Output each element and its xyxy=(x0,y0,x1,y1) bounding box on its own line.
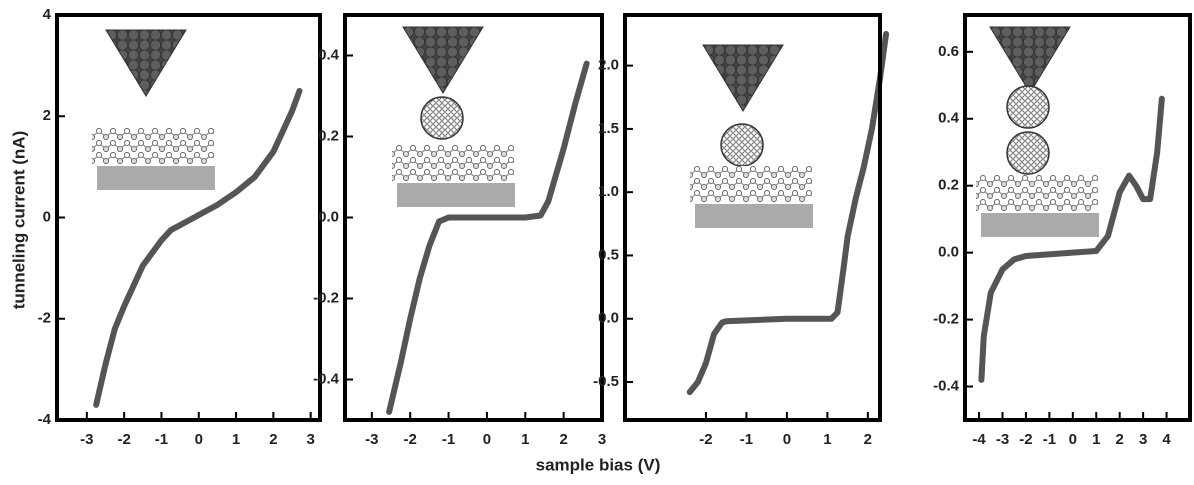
x-tick-label: -3 xyxy=(365,431,378,448)
x-axis-label: sample bias (V) xyxy=(536,455,661,474)
x-tick-label: -2 xyxy=(699,431,712,448)
c60-molecule xyxy=(1006,85,1050,129)
x-tick-label: -1 xyxy=(442,431,455,448)
y-tick-label: -4 xyxy=(38,411,52,428)
panel: 4 2 0 -2 -4 -3 -2 -1 0 1 2 3 xyxy=(38,6,322,448)
x-tick-label: 1 xyxy=(823,431,831,448)
y-tick-label: -0.2 xyxy=(313,289,339,306)
x-tick-label: -2 xyxy=(404,431,417,448)
y-tick-label: 0.5 xyxy=(598,246,619,263)
c60-molecule xyxy=(420,96,464,140)
y-tick-label: 0.0 xyxy=(938,244,959,261)
x-tick-label: -3 xyxy=(80,431,93,448)
x-tick-label: 1 xyxy=(232,431,240,448)
y-tick-label: -0.5 xyxy=(593,373,619,390)
iv-curve xyxy=(386,60,590,415)
y-tick-label: 2.0 xyxy=(598,57,619,74)
y-tick-label: 2 xyxy=(43,107,51,124)
iv-curve xyxy=(93,87,303,408)
stm-tip xyxy=(402,26,484,94)
x-tick-label: 1 xyxy=(521,431,529,448)
c60-molecule xyxy=(1006,131,1050,175)
x-tick-label: 0 xyxy=(1069,431,1077,448)
y-tick-label: 0.2 xyxy=(318,127,339,144)
stm-tip xyxy=(105,29,187,97)
y-tick-label: 0.0 xyxy=(598,310,619,327)
x-tick-label: 3 xyxy=(598,431,606,448)
surface xyxy=(392,145,515,207)
panel: 0.4 0.2 0.0 -0.2 -0.4 -3 -2 -1 0 1 2 3 xyxy=(313,13,606,448)
y-tick-label: 4 xyxy=(43,6,52,23)
x-tick-label: -4 xyxy=(972,431,986,448)
x-tick-label: 0 xyxy=(195,431,203,448)
x-tick-label: 2 xyxy=(864,431,872,448)
x-tick-label: 3 xyxy=(307,431,315,448)
x-tick-label: 0 xyxy=(483,431,491,448)
y-tick-label: -0.4 xyxy=(313,370,340,387)
y-tick-label: 0.6 xyxy=(938,43,959,60)
y-tick-label: -2 xyxy=(38,310,51,327)
x-tick-label: 3 xyxy=(1139,431,1147,448)
plot-frame xyxy=(623,13,882,422)
plot-frame xyxy=(343,13,604,422)
surface xyxy=(976,175,1099,237)
x-tick-label: 4 xyxy=(1162,431,1171,448)
stm-tip xyxy=(989,26,1071,94)
y-tick-label: 0 xyxy=(43,208,51,225)
y-tick-label: 0.2 xyxy=(938,177,959,194)
c60-molecule xyxy=(720,123,764,167)
x-tick-label: -1 xyxy=(740,431,753,448)
plot-frame xyxy=(963,13,1192,422)
y-tick-label: 0.4 xyxy=(938,110,960,127)
surface xyxy=(690,166,813,228)
x-tick-label: 2 xyxy=(1116,431,1124,448)
x-tick-label: -1 xyxy=(1043,431,1056,448)
surface xyxy=(92,128,215,190)
x-tick-label: -2 xyxy=(117,431,130,448)
x-tick-label: 2 xyxy=(269,431,277,448)
x-tick-label: 2 xyxy=(559,431,567,448)
x-tick-label: -3 xyxy=(996,431,1009,448)
plot-frame xyxy=(55,13,322,422)
y-tick-label: -0.4 xyxy=(933,377,960,394)
y-tick-label: -0.2 xyxy=(933,311,959,328)
iv-curve xyxy=(978,95,1165,383)
panel: 0.6 0.4 0.2 0.0 -0.2 -0.4 -4 -3 -2 -1 0 1 2 3 4 xyxy=(933,13,1192,448)
y-tick-label: 0.4 xyxy=(318,46,340,63)
x-tick-label: 0 xyxy=(783,431,791,448)
y-tick-label: 1.0 xyxy=(598,183,619,200)
y-axis-label: tunneling current (nA) xyxy=(9,131,28,309)
stm-tip xyxy=(702,44,784,112)
x-tick-label: 1 xyxy=(1092,431,1100,448)
x-tick-label: -2 xyxy=(1019,431,1032,448)
y-tick-label: 1.5 xyxy=(598,120,619,137)
x-tick-label: -1 xyxy=(155,431,168,448)
panel: 2.0 1.5 1.0 0.5 0.0 -0.5 -2 -1 0 1 2 xyxy=(593,13,890,448)
y-tick-label: 0.0 xyxy=(318,208,339,225)
iv-curve xyxy=(686,30,890,396)
